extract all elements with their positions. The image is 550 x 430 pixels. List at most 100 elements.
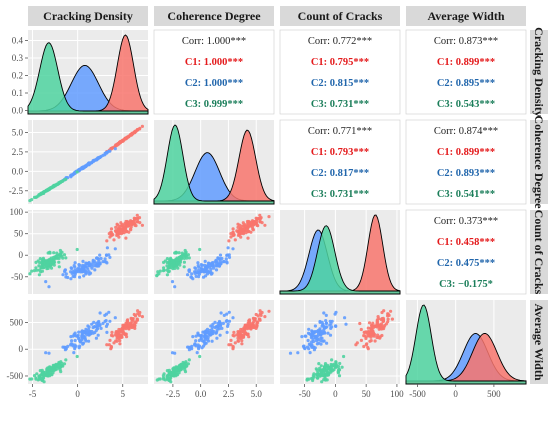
scatter-point-c2 xyxy=(44,351,48,355)
scatter-point-c1 xyxy=(365,331,370,336)
scatter-point-c2 xyxy=(199,270,204,274)
panel-background xyxy=(279,119,401,205)
scatter-point-c1 xyxy=(130,318,134,322)
scatter-point-c3 xyxy=(49,186,53,190)
scatter-point-c1 xyxy=(132,216,136,220)
scatter-point-c1 xyxy=(390,317,394,321)
scatter-point-c1 xyxy=(120,326,125,330)
scatter-point-c3 xyxy=(49,368,53,372)
scatter-point-c2 xyxy=(103,260,107,264)
x-tick-label-coherence-degree: 2.5 xyxy=(223,389,235,399)
scatter-point-c2 xyxy=(313,324,317,328)
scatter-point-c3 xyxy=(40,269,45,273)
scatter-point-c2 xyxy=(215,336,219,340)
scatter-point-c2 xyxy=(87,272,91,276)
scatter-point-c2 xyxy=(76,333,80,337)
scatter-point-c3 xyxy=(186,253,190,257)
correlation-c3: C3: 0.731*** xyxy=(311,189,369,200)
density-c3-average-width xyxy=(405,304,527,385)
correlation-c1: C1: 0.795*** xyxy=(311,57,369,68)
scatter-point-c2 xyxy=(224,319,228,323)
scatter-point-c1 xyxy=(122,331,126,336)
scatter-point-c3 xyxy=(57,181,61,185)
scatter-point-c1 xyxy=(129,321,133,325)
scatter-point-c2 xyxy=(105,330,109,334)
scatter-point-c3 xyxy=(165,264,169,268)
y-tick-label-count-of-cracks: 100 xyxy=(10,207,24,217)
axis-ticks: -5 0 5 -2.5 0.0 2.5 5.0 -50 0 50 100 -500 0 5000.00.1… xyxy=(7,36,502,400)
scatter-point-c2 xyxy=(325,341,329,345)
scatter-point-c1 xyxy=(267,215,271,219)
scatter-point-c1 xyxy=(376,315,380,319)
strip-label-right-coherence-degree: Coherence Degree xyxy=(532,115,546,209)
scatter-point-c1 xyxy=(110,330,114,334)
scatter-point-c1 xyxy=(105,239,109,243)
scatter-point-c3 xyxy=(42,263,46,267)
scatter-point-c1 xyxy=(240,342,244,346)
scatter-point-c1 xyxy=(244,331,248,336)
scatter-point-c1 xyxy=(118,342,122,346)
x-tick-label-cracking-density: 0 xyxy=(75,389,80,399)
scatter-point-c1 xyxy=(365,342,369,346)
scatter-point-c3 xyxy=(169,256,173,260)
y-tick-label-count-of-cracks: 0 xyxy=(19,250,24,260)
scatter-point-c1 xyxy=(244,224,248,228)
scatter-point-c3 xyxy=(182,256,186,260)
scatter-point-c3 xyxy=(162,260,166,264)
scatter-point-c1 xyxy=(387,313,391,317)
scatter-point-c2 xyxy=(206,270,210,274)
scatter-point-c2 xyxy=(73,338,77,343)
scatter-point-c1 xyxy=(238,223,242,227)
scatter-point-c1 xyxy=(105,343,109,347)
scatter-point-c3 xyxy=(171,371,175,375)
panel-average-width-vs-coherence-degree xyxy=(154,300,274,384)
correlation-c2: C2: 0.893*** xyxy=(437,168,495,179)
x-tick-label-average-width: 0 xyxy=(453,389,458,399)
y-tick-label-coherence-degree: 2.5 xyxy=(12,147,24,157)
scatter-point-c1 xyxy=(126,224,130,228)
scatter-point-c2 xyxy=(202,340,206,344)
correlation-c3: C3: 0.731*** xyxy=(311,99,369,110)
scatter-point-c1 xyxy=(375,321,379,325)
x-tick-label-count-of-cracks: 0 xyxy=(333,389,338,399)
scatter-point-c3 xyxy=(157,377,161,381)
x-tick-label-count-of-cracks: 100 xyxy=(390,389,404,399)
scatter-point-c2 xyxy=(216,325,220,329)
scatter-point-c3 xyxy=(28,272,32,276)
scatter-point-c2 xyxy=(212,266,216,270)
y-tick-label-average-width: 0 xyxy=(19,344,24,354)
panel-average-width-vs-cracking-density xyxy=(28,300,148,384)
scatter-point-c2 xyxy=(98,323,102,327)
scatter-point-c3 xyxy=(172,374,176,378)
scatter-point-c2 xyxy=(311,330,315,334)
scatter-point-c3 xyxy=(198,247,202,252)
scatter-point-c1 xyxy=(135,317,139,321)
scatter-point-c2 xyxy=(63,269,67,274)
scatter-point-c2 xyxy=(101,321,105,325)
scatter-point-c1 xyxy=(136,309,140,313)
correlation-c3: C3: 0.543*** xyxy=(437,99,495,110)
scatter-point-c2 xyxy=(316,333,320,337)
scatter-point-c2 xyxy=(92,259,96,263)
scatter-point-c2 xyxy=(73,261,77,265)
scatter-point-c3 xyxy=(32,269,37,273)
scatter-point-c2 xyxy=(99,326,103,330)
scatter-point-c1 xyxy=(137,216,142,220)
scatter-point-c2 xyxy=(96,156,100,160)
x-tick-label-average-width: -500 xyxy=(409,389,426,399)
scatter-point-c3 xyxy=(161,269,165,273)
scatter-point-c3 xyxy=(165,374,169,378)
scatter-point-c1 xyxy=(263,223,267,227)
scatter-point-c2 xyxy=(87,331,91,335)
scatter-point-c2 xyxy=(187,345,191,349)
scatter-point-c2 xyxy=(209,272,213,276)
panel-cracking-density-vs-count-of-cracks: Corr: 0.772*** C1: 0.795*** C2: 0.815*** C3… xyxy=(279,29,401,115)
scatter-point-c3 xyxy=(165,273,169,277)
scatter-point-c1 xyxy=(115,339,119,343)
scatter-point-c1 xyxy=(233,238,237,242)
scatter-point-c2 xyxy=(209,267,213,271)
scatter-point-c2 xyxy=(193,266,197,270)
scatter-point-c1 xyxy=(368,339,372,343)
scatter-point-c2 xyxy=(113,316,117,320)
scatter-point-c3 xyxy=(34,266,38,270)
